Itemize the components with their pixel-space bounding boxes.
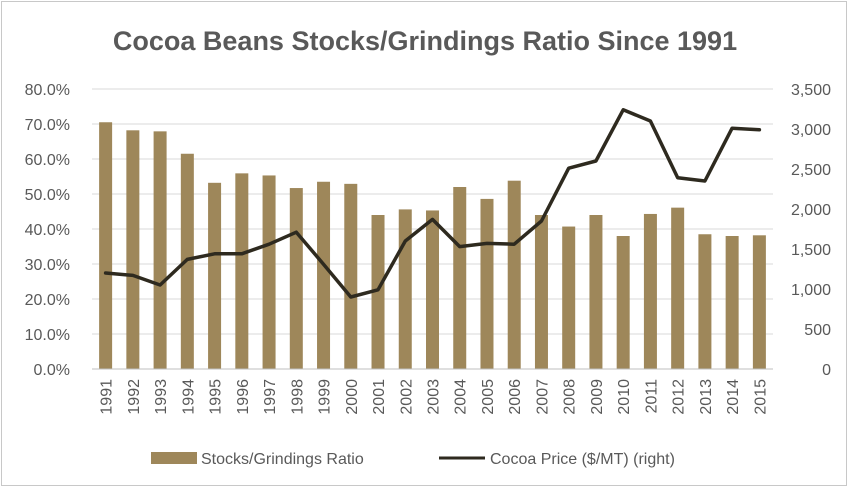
x-tick-label: 2004 — [453, 379, 470, 415]
bar-2001 — [371, 215, 385, 369]
bar-2000 — [344, 183, 358, 369]
x-tick-label: 2007 — [534, 379, 551, 415]
right-tick-label: 500 — [804, 322, 831, 339]
left-tick-label: 50.0% — [25, 187, 70, 204]
legend-line-label: Cocoa Price ($/MT) (right) — [490, 451, 675, 468]
left-tick-label: 0.0% — [34, 362, 70, 379]
x-tick-label: 1997 — [262, 379, 279, 415]
bar-2009 — [589, 215, 603, 369]
legend-bar-swatch — [151, 452, 197, 464]
bar-2011 — [643, 213, 657, 369]
x-tick-label: 2002 — [398, 379, 415, 415]
bar-2004 — [453, 187, 467, 369]
left-tick-label: 60.0% — [25, 152, 70, 169]
bar-1996 — [235, 173, 249, 369]
x-tick-label: 2014 — [725, 379, 742, 415]
bar-2012 — [671, 207, 685, 369]
bar-2006 — [507, 180, 521, 369]
left-tick-label: 10.0% — [25, 327, 70, 344]
left-tick-label: 80.0% — [25, 82, 70, 99]
bar-1995 — [208, 182, 222, 369]
x-tick-label: 2005 — [480, 379, 497, 415]
bar-1999 — [317, 181, 331, 369]
left-tick-label: 40.0% — [25, 222, 70, 239]
bar-1992 — [126, 130, 140, 369]
x-tick-label: 2000 — [344, 379, 361, 415]
bar-1993 — [153, 131, 167, 369]
legend-bar-label: Stocks/Grindings Ratio — [201, 451, 364, 468]
right-tick-label: 2,000 — [791, 202, 831, 219]
left-tick-label: 20.0% — [25, 292, 70, 309]
bar-2007 — [534, 215, 548, 369]
line-series — [103, 108, 762, 299]
x-tick-label: 1992 — [126, 379, 143, 415]
x-tick-label: 2010 — [616, 379, 633, 415]
right-tick-label: 3,500 — [791, 82, 831, 99]
left-tick-label: 30.0% — [25, 257, 70, 274]
x-tick-label: 2012 — [671, 379, 688, 415]
x-tick-label: 2015 — [752, 379, 769, 415]
left-tick-label: 70.0% — [25, 117, 70, 134]
x-tick-label: 1996 — [235, 379, 252, 415]
bar-2005 — [480, 198, 494, 369]
bar-2014 — [725, 236, 739, 369]
right-tick-label: 1,000 — [791, 282, 831, 299]
x-tick-label: 2003 — [426, 379, 443, 415]
bar-2010 — [616, 236, 630, 369]
right-tick-label: 0 — [822, 362, 831, 379]
bar-1991 — [99, 122, 113, 369]
x-tick-label: 2008 — [562, 379, 579, 415]
bar-2008 — [562, 226, 576, 369]
bar-1997 — [262, 175, 276, 369]
x-tick-label: 1999 — [317, 379, 334, 415]
bar-2003 — [426, 210, 439, 369]
right-tick-label: 1,500 — [791, 242, 831, 259]
bar-2013 — [698, 234, 712, 369]
bar-2002 — [398, 209, 412, 369]
x-tick-label: 1998 — [289, 379, 306, 415]
x-tick-label: 2001 — [371, 379, 388, 415]
x-tick-label: 2009 — [589, 379, 606, 415]
right-tick-label: 3,000 — [791, 122, 831, 139]
left-axis: 0.0% 10.0% 20.0% 30.0% 40.0% 50.0% 60.0% 70.0% 8… — [25, 82, 70, 379]
x-tick-label: 1995 — [208, 379, 225, 415]
x-tick-label: 1991 — [99, 379, 116, 415]
legend: Stocks/Grindings Ratio Cocoa Price ($/MT… — [151, 451, 675, 468]
bar-2015 — [752, 235, 766, 369]
x-tick-label: 2006 — [507, 379, 524, 415]
right-tick-label: 2,500 — [791, 162, 831, 179]
bar-series — [99, 122, 766, 369]
x-tick-label: 1994 — [180, 379, 197, 415]
x-axis: 1991 1992 1993 1994 1995 1996 1997 1998 1999 2000… — [92, 368, 773, 415]
x-tick-label: 2013 — [698, 379, 715, 415]
bar-1998 — [289, 188, 303, 369]
x-tick-label: 1993 — [153, 379, 170, 415]
right-axis: 0 500 1,000 1,500 2,000 2,500 3,000 3,500 — [791, 82, 831, 379]
x-tick-label: 2011 — [643, 379, 660, 414]
chart-title: Cocoa Beans Stocks/Grindings Ratio Since… — [113, 26, 737, 56]
